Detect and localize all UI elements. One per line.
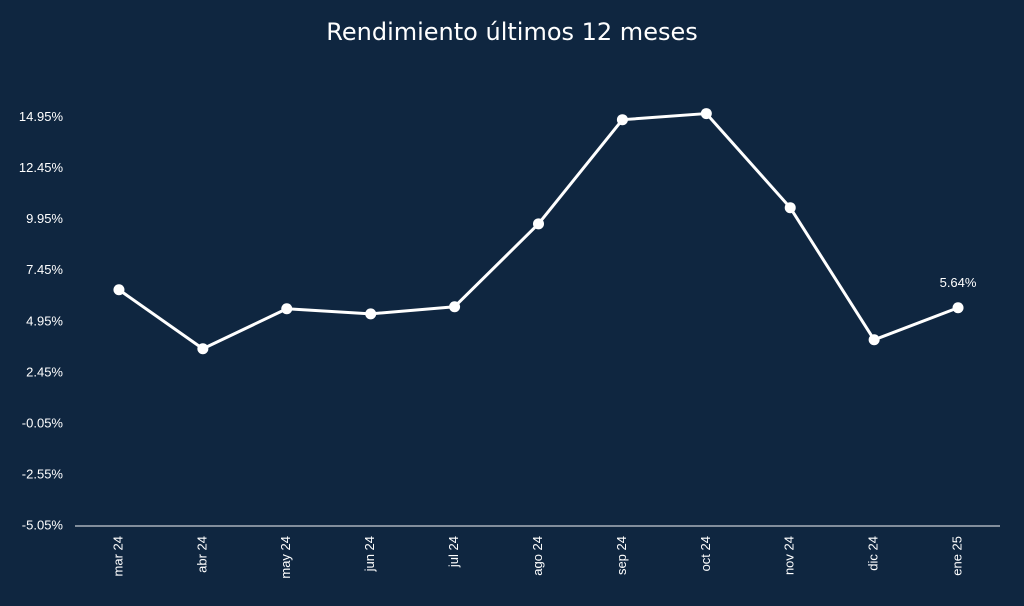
y-tick-label: 9.95%: [26, 211, 63, 226]
point: [533, 218, 544, 230]
point: [784, 202, 796, 214]
y-tick-label: 2.45%: [26, 364, 63, 379]
x-tick-label: nov 24: [782, 536, 797, 575]
point: [365, 308, 377, 320]
y-tick-label: 7.45%: [26, 262, 63, 277]
x-tick-label: dic 24: [866, 536, 881, 571]
point: [616, 114, 628, 126]
chart-title: Rendimiento últimos 12 meses: [326, 18, 697, 46]
value-label: 5.64%: [940, 275, 977, 290]
x-tick-label: mar 24: [110, 536, 125, 576]
point: [952, 302, 964, 314]
x-tick-label: sep 24: [614, 536, 629, 575]
y-tick-label: 4.95%: [26, 313, 63, 328]
y-tick-label: -0.05%: [22, 415, 64, 430]
x-tick-label: ene 25: [949, 536, 964, 576]
y-tick-label: 14.95%: [19, 109, 64, 124]
y-tick-label: -2.55%: [22, 466, 64, 481]
x-tick-label: may 24: [278, 536, 293, 579]
x-tick-label: jun 24: [362, 536, 377, 572]
point: [197, 343, 209, 355]
point: [700, 108, 712, 120]
x-tick-label: ago 24: [530, 536, 545, 576]
point: [281, 303, 293, 315]
point: [449, 301, 461, 313]
x-tick-label: oct 24: [698, 536, 713, 571]
point: [113, 284, 125, 296]
x-tick-label: abr 24: [194, 536, 209, 573]
y-tick-label: 12.45%: [19, 160, 64, 175]
y-tick-label: -5.05%: [22, 517, 64, 532]
point: [868, 334, 880, 346]
x-tick-label: jul 24: [446, 536, 461, 568]
